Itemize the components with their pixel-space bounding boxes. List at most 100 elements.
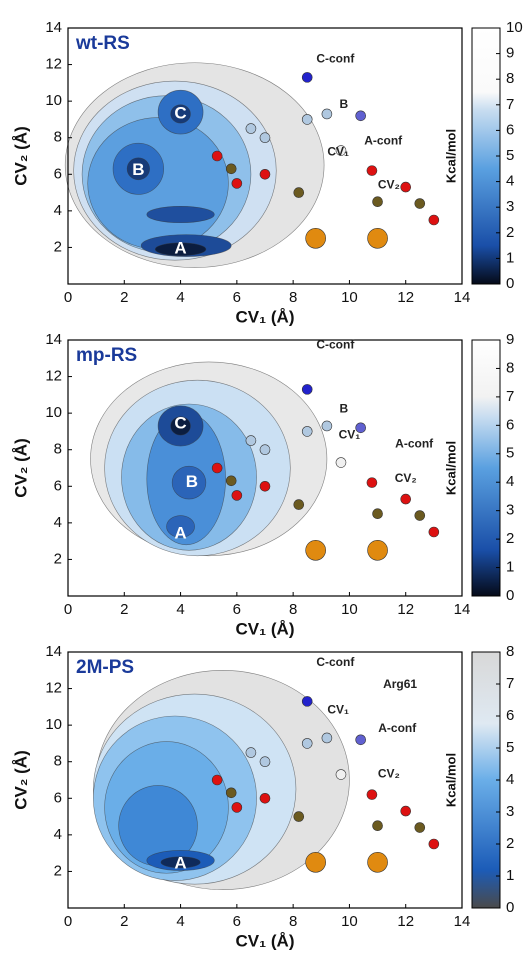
annotation: C-conf — [316, 51, 355, 65]
y-tick-label: 4 — [54, 202, 62, 219]
atom — [232, 802, 242, 812]
colorbar-tick-label: 8 — [506, 643, 514, 660]
colorbar — [472, 652, 500, 908]
annotation: C-conf — [316, 338, 355, 352]
atom — [246, 124, 256, 134]
atom — [260, 133, 270, 143]
x-tick-label: 2 — [120, 601, 128, 618]
x-tick-label: 6 — [233, 601, 241, 618]
atom — [415, 199, 425, 209]
y-tick-label: 14 — [45, 643, 62, 660]
annotation: A-conf — [395, 436, 434, 450]
y-tick-label: 12 — [45, 368, 62, 385]
colorbar-tick-label: 1 — [506, 559, 514, 576]
colorbar-tick-label: 7 — [506, 96, 514, 113]
y-axis-label: CV₂ (Å) — [11, 438, 30, 498]
y-tick-label: 8 — [54, 129, 62, 146]
x-tick-label: 14 — [454, 601, 471, 618]
x-tick-label: 6 — [233, 289, 241, 306]
atom — [306, 540, 326, 560]
atom — [302, 426, 312, 436]
atom — [367, 790, 377, 800]
atom — [302, 738, 312, 748]
atom — [246, 748, 256, 758]
y-tick-label: 2 — [54, 862, 62, 879]
atom — [232, 490, 242, 500]
y-tick-label: 8 — [54, 441, 62, 458]
atom — [302, 696, 312, 706]
colorbar-tick-label: 4 — [506, 473, 514, 490]
atom — [322, 109, 332, 119]
atom — [294, 188, 304, 198]
x-tick-label: 14 — [454, 289, 471, 306]
atom — [336, 458, 346, 468]
y-tick-label: 6 — [54, 477, 62, 494]
x-tick-label: 4 — [176, 601, 184, 618]
colorbar-tick-label: 0 — [506, 275, 514, 292]
y-tick-label: 6 — [54, 165, 62, 182]
colorbar-label: Kcal/mol — [443, 441, 458, 495]
colorbar-tick-label: 3 — [506, 502, 514, 519]
figure: 024681012142468101214CV₁ (Å)CV₂ (Å)wt-RS… — [0, 0, 529, 965]
colorbar-tick-label: 2 — [506, 835, 514, 852]
x-tick-label: 0 — [64, 913, 72, 930]
annotation: A-conf — [364, 134, 403, 148]
colorbar — [472, 28, 500, 284]
y-tick-label: 2 — [54, 550, 62, 567]
colorbar-tick-label: 7 — [506, 388, 514, 405]
atom — [373, 197, 383, 207]
colorbar-tick-label: 3 — [506, 198, 514, 215]
atom — [401, 182, 411, 192]
colorbar-tick-label: 3 — [506, 803, 514, 820]
annotation: B — [186, 472, 198, 491]
colorbar-tick-label: 6 — [506, 121, 514, 138]
x-tick-label: 2 — [120, 913, 128, 930]
annotation: C — [174, 103, 186, 122]
annotation: CV₂ — [378, 767, 400, 781]
annotation: A-conf — [378, 721, 417, 735]
atom — [260, 757, 270, 767]
x-tick-label: 0 — [64, 601, 72, 618]
colorbar-tick-label: 9 — [506, 45, 514, 62]
atom — [232, 178, 242, 188]
atom — [302, 72, 312, 82]
atom — [294, 812, 304, 822]
atom — [302, 114, 312, 124]
atom — [212, 775, 222, 785]
atom — [401, 806, 411, 816]
panel-title: 2M-PS — [76, 657, 134, 678]
atom — [356, 111, 366, 121]
x-tick-label: 12 — [397, 913, 414, 930]
y-axis-label: CV₂ (Å) — [11, 126, 30, 186]
atom — [226, 788, 236, 798]
colorbar-tick-label: 6 — [506, 416, 514, 433]
atom — [306, 852, 326, 872]
annotation: B — [132, 160, 144, 179]
colorbar-tick-label: 1 — [506, 249, 514, 266]
atom — [367, 478, 377, 488]
atom — [260, 445, 270, 455]
atom — [212, 463, 222, 473]
atom — [260, 169, 270, 179]
basin-contour — [147, 206, 215, 222]
y-tick-label: 2 — [54, 238, 62, 255]
colorbar-tick-label: 5 — [506, 739, 514, 756]
y-tick-label: 10 — [45, 716, 62, 733]
y-tick-label: 12 — [45, 680, 62, 697]
x-tick-label: 8 — [289, 913, 297, 930]
atom — [401, 494, 411, 504]
annotation: A — [174, 239, 186, 258]
atom — [226, 476, 236, 486]
x-tick-label: 12 — [397, 601, 414, 618]
x-tick-label: 8 — [289, 289, 297, 306]
colorbar-tick-label: 1 — [506, 867, 514, 884]
colorbar — [472, 340, 500, 596]
colorbar-tick-label: 4 — [506, 173, 514, 190]
colorbar-tick-label: 2 — [506, 530, 514, 547]
annotation: Arg61 — [383, 677, 417, 691]
atom — [336, 770, 346, 780]
colorbar-label: Kcal/mol — [443, 753, 458, 807]
atom — [322, 733, 332, 743]
panel-title: wt-RS — [75, 33, 130, 54]
atom — [306, 228, 326, 248]
